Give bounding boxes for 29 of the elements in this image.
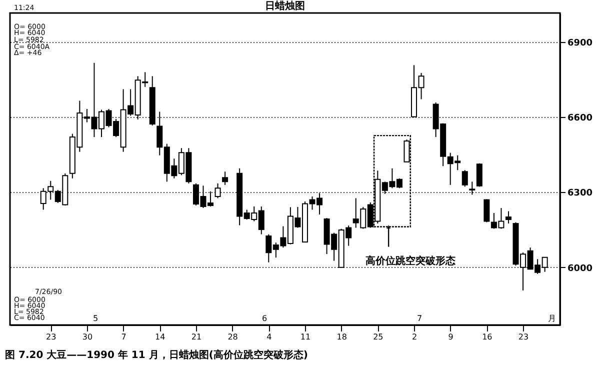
- y-tick-label: 6900: [568, 38, 593, 48]
- candlestick: [484, 198, 490, 223]
- x-tick-label: 16: [482, 332, 492, 342]
- x-tick-label: 2: [412, 332, 418, 342]
- x-tick-label: 11: [300, 332, 311, 342]
- x-tick-label: 18: [336, 332, 347, 342]
- caption: 图 7.20 大豆——1990 年 11 月，日蜡烛图(高价位跳空突破形态): [5, 349, 308, 361]
- annotation: 5: [93, 314, 98, 323]
- y-tick-label: 6600: [568, 114, 593, 124]
- annotation: 7: [417, 314, 422, 323]
- x-tick-label: 23: [518, 332, 529, 342]
- annotation: 6: [262, 314, 268, 323]
- x-tick-label: 23: [46, 332, 56, 342]
- candlestick: [222, 171, 228, 186]
- candlestick: [462, 170, 468, 188]
- y-tick-label: 6000: [568, 264, 593, 274]
- x-tick-label: 9: [448, 332, 454, 342]
- chart-title: 日蜡烛图: [265, 0, 305, 12]
- annotation: 月: [548, 314, 556, 323]
- x-tick-label: 21: [191, 332, 202, 342]
- x-tick-label: 28: [228, 332, 238, 342]
- x-tick-label: 30: [82, 332, 93, 342]
- annotation: 高价位跳空突破形态: [365, 254, 456, 267]
- candlestick: [505, 210, 512, 224]
- x-tick-label: 4: [266, 332, 272, 342]
- x-tick-label: 7: [121, 332, 126, 342]
- x-tick-label: 25: [373, 332, 384, 342]
- y-tick-label: 6300: [568, 188, 593, 199]
- x-tick-label: 14: [155, 332, 166, 342]
